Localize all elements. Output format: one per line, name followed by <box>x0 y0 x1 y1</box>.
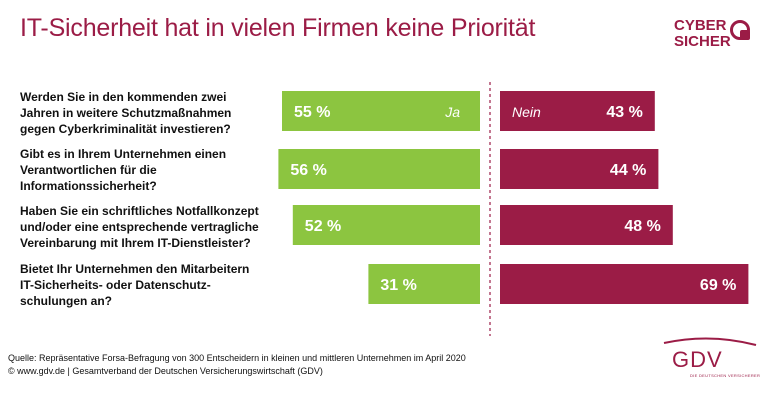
diverging-bar-chart: 55 % 43 % Ja Nein 56 % 44 % 52 % 48 % 31 % 69 % <box>0 0 766 340</box>
source-note: Quelle: Repräsentative Forsa-Befragung v… <box>8 352 466 378</box>
bar-nein-value-label: 69 % <box>700 277 736 294</box>
bar-ja-value-label: 56 % <box>290 162 326 179</box>
bar-ja-value-label: 31 % <box>380 277 416 294</box>
bar-ja-value-label: 55 % <box>294 104 330 121</box>
bar-nein-value-label: 48 % <box>624 218 660 235</box>
copyright-line: © www.gdv.de | Gesamtverband der Deutsch… <box>8 365 466 378</box>
gdv-tagline: DIE DEUTSCHEN VERSICHERER <box>690 373 760 378</box>
series-label-ja: Ja <box>444 104 460 120</box>
gdv-logo: GDV DIE DEUTSCHEN VERSICHERER <box>660 335 760 385</box>
gdv-wordmark: GDV <box>672 347 723 373</box>
bar-nein-value-label: 43 % <box>606 104 642 121</box>
bar-ja-value-label: 52 % <box>305 218 341 235</box>
source-line: Quelle: Repräsentative Forsa-Befragung v… <box>8 352 466 365</box>
series-label-nein: Nein <box>512 104 541 120</box>
bar-nein-value-label: 44 % <box>610 162 646 179</box>
